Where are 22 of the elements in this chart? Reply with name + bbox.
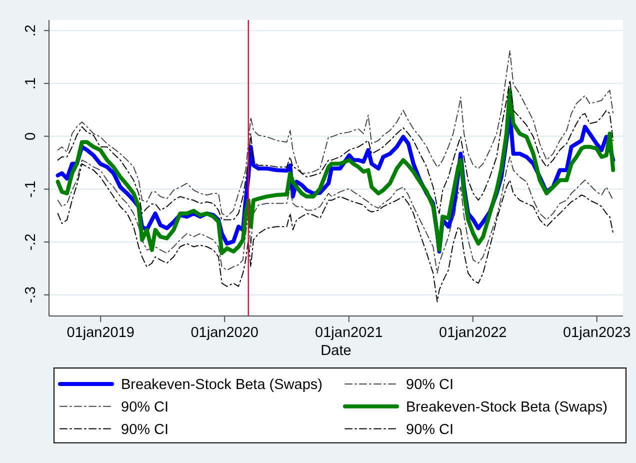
y-tick-label: .2 [23, 24, 40, 37]
line-series [57, 80, 614, 220]
legend-label: 90% CI [406, 377, 454, 394]
y-tick-label: -.3 [23, 286, 40, 304]
x-tick-label: 01jan2021 [315, 325, 383, 341]
y-tick-label: .1 [23, 77, 40, 90]
x-tick-label: 01jan2023 [562, 325, 631, 341]
line-series [57, 50, 614, 218]
y-tick-label: -.2 [23, 234, 40, 250]
x-axis-title: Date [320, 343, 352, 359]
y-tick-label: -.1 [23, 180, 40, 198]
line-series [57, 156, 614, 274]
legend-label: 90% CI [121, 399, 169, 416]
x-tick-label: 01jan2022 [439, 325, 507, 341]
x-tick-label: 01jan2020 [190, 325, 258, 341]
legend-label: 90% CI [406, 422, 454, 438]
y-tick-label: 0 [23, 132, 40, 140]
line-series [57, 163, 614, 302]
legend-label: Breakeven-Stock Beta (Swaps) [406, 399, 608, 416]
legend-label: 90% CI [121, 422, 169, 438]
legend-label: Breakeven-Stock Beta (Swaps) [121, 377, 322, 394]
x-tick-label: 01jan2019 [66, 325, 134, 341]
